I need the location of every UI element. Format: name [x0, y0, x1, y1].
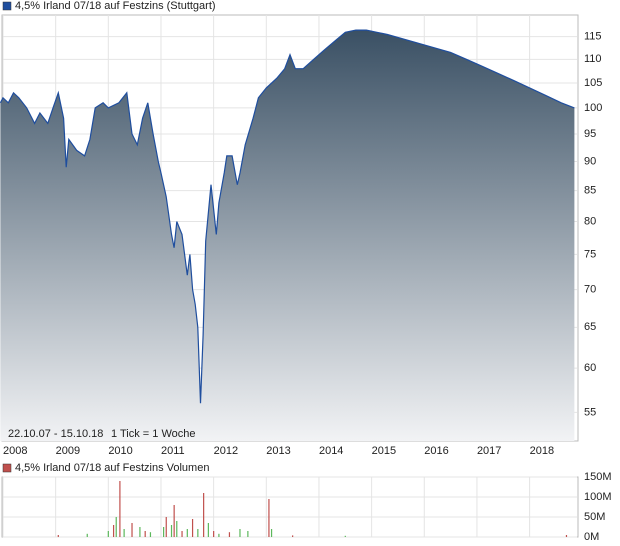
bar: [268, 499, 270, 537]
bar: [565, 535, 568, 537]
y-tick-label: 80: [584, 215, 596, 227]
legend-label: 4,5% Irland 07/18 auf Festzins (Stuttgar…: [15, 0, 216, 12]
x-tick-label: 2011: [161, 445, 185, 457]
y-tick-label: 50M: [584, 511, 605, 523]
bar: [181, 531, 183, 537]
bar: [218, 533, 220, 537]
bar: [203, 493, 205, 537]
y-tick-label: 150M: [584, 471, 612, 483]
bar: [165, 517, 167, 537]
legend-swatch: [2, 463, 12, 473]
legend-label: 4,5% Irland 07/18 auf Festzins Volumen: [15, 462, 209, 474]
y-tick-label: 110: [584, 53, 602, 65]
bar: [239, 529, 241, 537]
annotation: 1 Tick = 1 Woche: [111, 428, 195, 440]
y-tick-label: 70: [584, 283, 596, 295]
y-tick-label: 95: [584, 128, 596, 140]
bar: [213, 531, 215, 537]
y-tick-label: 90: [584, 155, 596, 167]
y-tick-label: 65: [584, 321, 596, 333]
bar: [163, 527, 165, 537]
bar: [123, 529, 125, 537]
y-tick-label: 0M: [584, 531, 599, 543]
y-tick-label: 100M: [584, 491, 612, 503]
x-tick-label: 2008: [3, 445, 27, 457]
x-tick-label: 2013: [266, 445, 290, 457]
y-tick-label: 75: [584, 248, 596, 260]
bar: [144, 531, 146, 537]
bar: [247, 531, 249, 537]
y-tick-label: 105: [584, 77, 602, 89]
y-tick-label: 85: [584, 185, 596, 197]
bar: [173, 505, 175, 537]
x-tick-label: 2015: [372, 445, 396, 457]
y-tick-label: 100: [584, 102, 602, 114]
x-tick-label: 2017: [477, 445, 501, 457]
bar: [197, 529, 199, 537]
bar: [176, 521, 178, 537]
bar: [228, 532, 231, 537]
x-tick-label: 2010: [108, 445, 132, 457]
bar: [131, 523, 133, 537]
bar: [86, 533, 88, 537]
area: [0, 30, 575, 441]
bar: [292, 535, 294, 537]
y-tick-label: 115: [584, 31, 602, 43]
x-tick-label: 2009: [56, 445, 80, 457]
bar: [119, 481, 121, 537]
bar: [344, 535, 346, 537]
bar: [149, 532, 152, 537]
bar: [191, 519, 194, 537]
bar: [107, 531, 109, 537]
bar: [115, 517, 117, 537]
line: [0, 29, 575, 404]
bar: [207, 523, 209, 537]
bar: [57, 535, 59, 537]
bar: [112, 525, 115, 537]
x-tick-label: 2012: [214, 445, 238, 457]
x-tick-label: 2018: [530, 445, 554, 457]
x-tick-label: 2016: [424, 445, 448, 457]
bar: [186, 529, 188, 537]
y-tick-label: 60: [584, 362, 596, 374]
y-tick-label: 55: [584, 406, 596, 418]
annotation: 22.10.07 - 15.10.18: [8, 428, 103, 440]
bar: [170, 525, 173, 537]
bar: [139, 527, 141, 537]
bar: [270, 529, 273, 537]
plot-frame: [1, 476, 579, 538]
x-tick-label: 2014: [319, 445, 343, 457]
legend-swatch: [2, 1, 12, 11]
